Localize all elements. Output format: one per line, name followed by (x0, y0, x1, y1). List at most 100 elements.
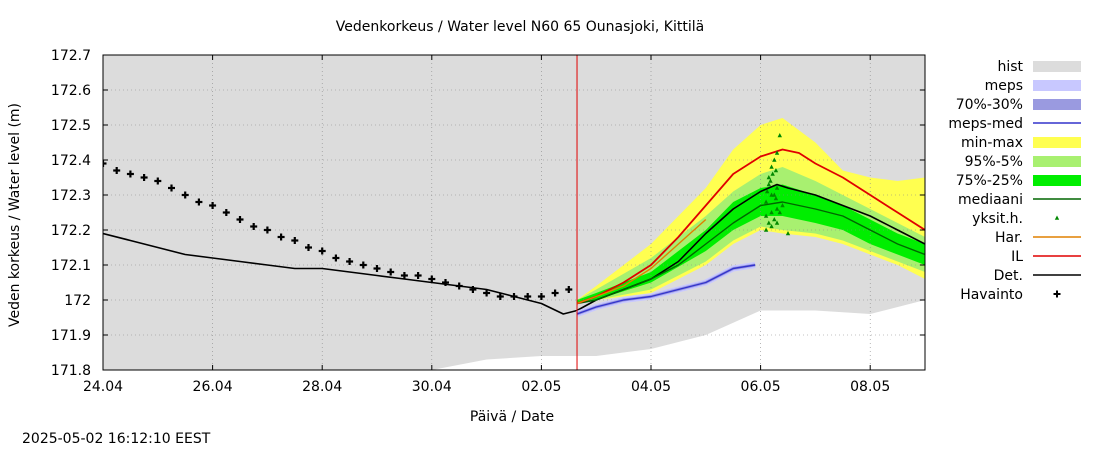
har--line (576, 218, 707, 305)
legend-label: 75%-25% (956, 173, 1023, 189)
single-forecast-point (774, 220, 780, 225)
x-tick-label: 24.04 (83, 379, 123, 395)
single-forecast-point (766, 175, 772, 180)
single-forecast-point (770, 171, 775, 176)
observation-marker (469, 286, 477, 293)
single-forecast-point (769, 210, 774, 215)
y-tick-label: 172.1 (51, 258, 91, 274)
y-axis-label: Veden korkeus / Water level (m) (7, 103, 23, 327)
observation-marker (113, 167, 121, 174)
y-tick-label: 172.5 (51, 118, 91, 134)
single-forecast-point (763, 227, 769, 232)
observation-marker (209, 202, 217, 209)
legend-label: meps (985, 78, 1023, 94)
legend-label: mediaani (958, 192, 1023, 208)
single-forecast-point (766, 220, 772, 225)
observation-marker (236, 216, 244, 223)
legend-70-30-: 70%-30% (956, 97, 1081, 113)
observation-marker (496, 293, 504, 300)
observation-marker (291, 237, 299, 244)
observation-marker (263, 226, 271, 234)
observation-marker (524, 293, 532, 300)
observation-marker (277, 233, 285, 241)
single-forecast-point (769, 164, 774, 169)
single-forecast-point (785, 231, 791, 236)
observation-marker (195, 198, 203, 206)
observation-marker (305, 244, 312, 251)
observation-marker (537, 293, 545, 300)
single-forecast-point (769, 224, 774, 229)
observation-marker (154, 177, 162, 185)
observation-marker (318, 247, 326, 255)
legend-swatch (1033, 137, 1081, 148)
single-forecast-point (774, 185, 780, 190)
legend-havainto: Havainto (960, 287, 1061, 303)
legend-swatch (1033, 80, 1081, 91)
y-tick-label: 172.3 (51, 188, 91, 204)
hist-band (103, 55, 925, 370)
observation-marker (222, 209, 230, 216)
x-tick-label: 04.05 (631, 379, 671, 395)
single-forecast-point (774, 206, 780, 211)
legend-hist: hist (997, 59, 1081, 75)
observation-marker (359, 261, 367, 269)
legend-min-max: min-max (961, 135, 1081, 151)
legend-label: min-max (961, 135, 1023, 151)
legend-meps: meps (985, 78, 1081, 94)
observation-marker (126, 170, 134, 178)
single-forecast-point (772, 157, 777, 162)
x-tick-label: 30.04 (412, 379, 452, 395)
single-forecast-point (773, 196, 779, 201)
x-tick-label: 28.04 (302, 379, 342, 395)
legend-yksit-h-: yksit.h. (972, 211, 1060, 227)
observation-marker (455, 282, 463, 290)
single-forecast-point (777, 133, 782, 138)
x-tick-label: 08.05 (850, 379, 890, 395)
y-tick-label: 172.7 (51, 48, 91, 64)
plot-inner (103, 55, 925, 370)
legend-swatch (1033, 61, 1081, 72)
legend-label: IL (1011, 249, 1023, 265)
mediaani-line (576, 201, 925, 305)
legend-label: yksit.h. (972, 211, 1023, 227)
legend-75-25-: 75%-25% (956, 173, 1081, 189)
x-axis-label: Päivä / Date (470, 409, 554, 425)
observation-marker (400, 272, 408, 279)
plot-area: 171.8 171.9 172 172.1 172.2 172.3 172.4 172.5 17… (51, 48, 926, 395)
legend-swatch (1033, 156, 1081, 167)
observation-marker (346, 258, 354, 265)
single-forecast-point (763, 199, 769, 204)
observation-marker (250, 223, 258, 230)
single-forecast-point (763, 213, 769, 218)
x-tick-label: 06.05 (741, 379, 781, 395)
legend-label: meps-med (948, 116, 1023, 132)
single-forecast-point (777, 210, 782, 215)
observation-marker (181, 191, 189, 199)
single-forecast-point (768, 178, 773, 183)
y-tick-label: 172 (64, 293, 91, 309)
observation-marker (103, 160, 107, 167)
svg-text:Veden korkeus / Water level (m: Veden korkeus / Water level (m) (7, 103, 23, 327)
det--line (103, 183, 925, 315)
observation-marker (168, 184, 175, 192)
observation-marker (332, 254, 340, 262)
observation-marker (414, 272, 422, 279)
single-forecast-point (772, 217, 777, 222)
y-tick-label: 172.2 (51, 223, 91, 239)
observation-marker (551, 289, 559, 297)
legend-har-: Har. (995, 230, 1081, 246)
legend-label: Det. (994, 268, 1023, 284)
legend: hist meps 70%-30% meps-med min-max 95%-5% 75%-… (948, 59, 1081, 303)
legend-det-: Det. (994, 268, 1081, 284)
observation-marker (483, 289, 491, 297)
observation-marker (428, 275, 436, 283)
y-tick-label: 172.6 (51, 83, 91, 99)
timestamp: 2025-05-02 16:12:10 EEST (22, 431, 211, 447)
single-forecast-point (772, 192, 777, 197)
legend-label: 95%-5% (965, 154, 1023, 170)
legend-label: Har. (995, 230, 1023, 246)
legend-swatch (1033, 175, 1081, 186)
observation-marker (442, 279, 449, 286)
observation-marker (565, 286, 573, 293)
